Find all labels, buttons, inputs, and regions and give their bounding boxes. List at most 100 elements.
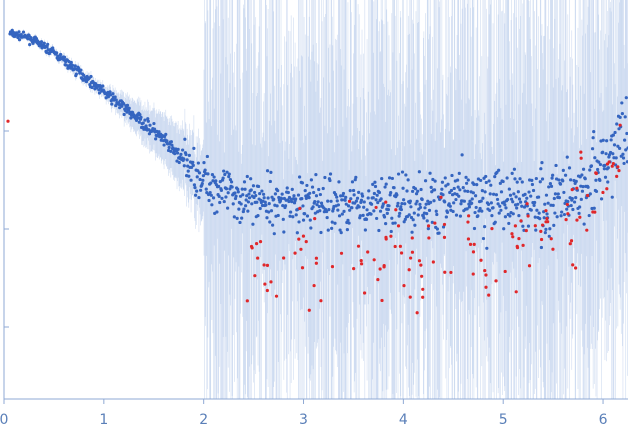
data-point	[199, 188, 203, 192]
data-point	[28, 42, 32, 47]
flagged-point	[300, 266, 305, 270]
data-point	[330, 220, 334, 224]
data-point	[375, 216, 379, 221]
flagged-point	[510, 232, 514, 236]
data-point	[452, 186, 456, 191]
data-point	[279, 196, 284, 201]
data-point	[365, 208, 369, 212]
flagged-point	[307, 308, 311, 312]
data-point	[435, 227, 439, 231]
data-point	[362, 205, 366, 209]
data-point	[622, 161, 626, 166]
data-point	[476, 214, 480, 218]
data-point	[223, 172, 227, 177]
data-point	[314, 194, 319, 198]
data-point	[572, 200, 577, 204]
flagged-point	[6, 119, 10, 123]
data-point	[624, 148, 628, 152]
data-point	[606, 166, 610, 170]
data-point	[405, 189, 409, 193]
data-point	[512, 192, 516, 196]
data-point	[226, 206, 230, 210]
flagged-point	[356, 244, 361, 248]
data-point	[249, 177, 253, 181]
flagged-point	[549, 237, 553, 241]
data-point	[574, 179, 578, 183]
data-point	[527, 190, 531, 194]
data-point	[397, 214, 401, 218]
flagged-point	[487, 293, 491, 297]
flagged-point	[372, 258, 376, 262]
data-point	[408, 199, 412, 203]
data-point	[210, 173, 215, 177]
flagged-point	[519, 219, 523, 223]
data-point	[242, 180, 247, 184]
data-point	[433, 179, 437, 183]
data-point	[206, 172, 210, 176]
data-point	[308, 218, 312, 222]
data-point	[355, 196, 360, 200]
data-point	[548, 182, 552, 186]
data-point	[251, 184, 256, 188]
data-point	[558, 182, 563, 186]
data-point	[152, 121, 156, 126]
data-point	[335, 195, 339, 199]
data-point	[217, 184, 221, 188]
data-point	[523, 192, 527, 197]
flagged-point	[314, 256, 319, 260]
flagged-point	[426, 224, 431, 228]
data-point	[288, 214, 292, 218]
data-point	[547, 234, 551, 238]
data-point	[615, 122, 619, 126]
data-point	[273, 192, 278, 196]
data-point	[344, 195, 348, 200]
data-point	[440, 187, 444, 191]
data-point	[349, 197, 353, 201]
data-point	[263, 200, 267, 204]
data-point	[347, 221, 351, 225]
data-point	[108, 90, 112, 94]
data-point	[593, 156, 597, 160]
flagged-point	[417, 259, 422, 263]
data-point	[536, 195, 541, 199]
data-point	[493, 175, 497, 179]
data-point	[463, 189, 467, 193]
data-point	[403, 202, 407, 206]
data-point	[121, 102, 126, 106]
data-point	[588, 192, 592, 196]
data-point	[215, 210, 219, 214]
data-point	[214, 179, 218, 183]
flagged-point	[398, 244, 402, 248]
flagged-point	[420, 274, 424, 278]
data-point	[354, 199, 358, 203]
data-point	[543, 231, 547, 235]
data-point	[498, 181, 502, 185]
data-point	[186, 169, 190, 173]
data-point	[202, 161, 206, 165]
data-point	[587, 213, 591, 218]
data-point	[187, 153, 191, 158]
data-point	[509, 197, 514, 201]
data-point	[164, 132, 168, 136]
data-point	[262, 192, 266, 196]
data-point	[384, 222, 388, 226]
data-point	[505, 176, 509, 180]
data-point	[620, 112, 624, 116]
data-point	[169, 140, 173, 144]
data-point	[191, 160, 195, 164]
data-point	[428, 171, 432, 175]
data-point	[511, 212, 515, 216]
data-point	[539, 245, 543, 250]
data-point	[547, 185, 551, 189]
flagged-point	[245, 299, 249, 303]
data-point	[280, 192, 284, 196]
data-point	[570, 196, 574, 201]
flagged-point	[258, 240, 263, 244]
data-point	[193, 193, 198, 197]
data-point	[110, 102, 114, 106]
data-point	[382, 215, 387, 219]
data-point	[624, 96, 628, 100]
flagged-point	[568, 242, 572, 246]
flagged-point	[274, 294, 279, 298]
data-point	[308, 191, 312, 195]
